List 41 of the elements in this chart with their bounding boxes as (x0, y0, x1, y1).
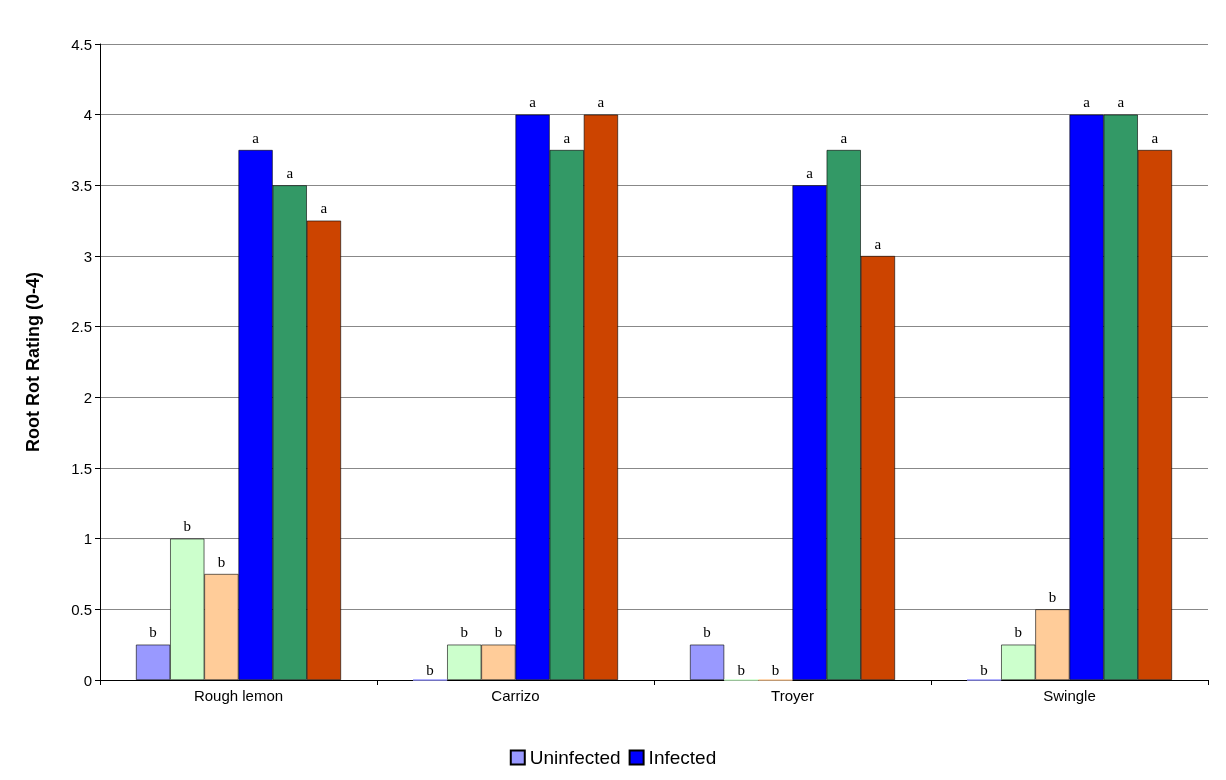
data-label: b (1048, 588, 1057, 605)
data-label: a (320, 200, 328, 217)
data-label: a (1151, 129, 1159, 146)
x-tick-label: Rough lemon (193, 687, 284, 704)
y-tick-label: 4.5 (71, 35, 92, 53)
y-tick-label: 1.5 (71, 459, 92, 477)
data-label: a (840, 129, 848, 146)
y-tick-label: 0 (83, 671, 92, 689)
data-label: b (149, 624, 157, 641)
data-label: a (1083, 94, 1091, 111)
x-tick-label: Swingle (1043, 687, 1096, 704)
data-label: a (597, 94, 605, 111)
y-tick-label: 0.5 (71, 600, 92, 618)
data-label: a (529, 94, 537, 111)
data-label: b (217, 553, 226, 570)
data-label: b (771, 661, 780, 678)
x-tick-label: Carrizo (491, 687, 540, 704)
legend-label: Infected (648, 747, 717, 768)
x-tick-label: Troyer (771, 687, 814, 704)
data-label: b (1014, 624, 1023, 641)
y-tick-label: 3 (83, 247, 92, 265)
y-tick-label: 1 (83, 530, 92, 548)
data-label: a (874, 235, 882, 252)
data-label: a (252, 129, 260, 146)
data-label: a (806, 164, 814, 181)
y-tick-label: 2 (83, 388, 92, 406)
y-axis-title: Root Rot Rating (0-4) (23, 272, 43, 452)
data-label: b (703, 624, 711, 641)
data-label: a (1117, 94, 1125, 111)
data-label: a (286, 164, 294, 181)
data-label: a (563, 129, 571, 146)
y-tick-label: 2.5 (71, 318, 92, 336)
data-label: b (980, 661, 988, 678)
legend-label: Uninfected (529, 747, 621, 768)
data-label: b (737, 661, 746, 678)
data-label: b (460, 624, 469, 641)
data-label: b (426, 661, 434, 678)
data-label: b (494, 624, 503, 641)
data-label: b (183, 518, 192, 535)
y-tick-label: 4 (83, 106, 92, 124)
y-tick-label: 3.5 (71, 176, 92, 194)
